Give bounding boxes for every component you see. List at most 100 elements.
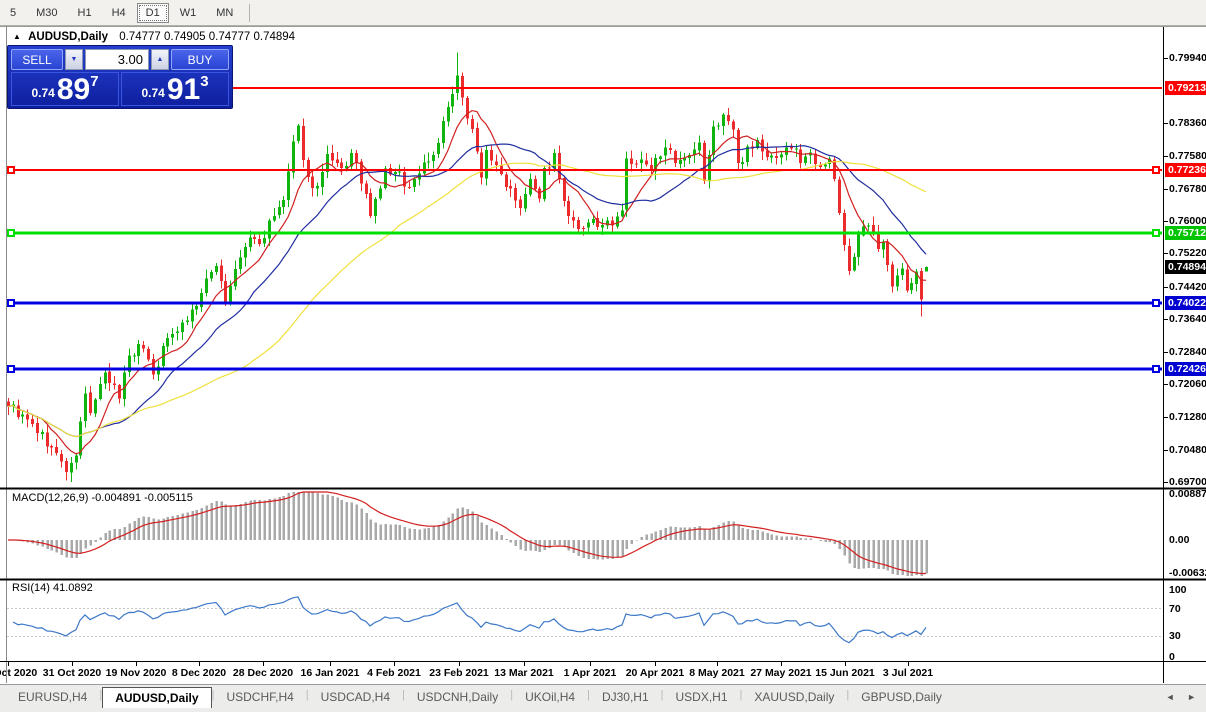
macd-histogram [12,492,928,576]
buy-price-display[interactable]: 0.74 91 3 [121,72,229,106]
tab-separator: | [660,689,664,701]
price-axis-tick: 0.69700 [1169,476,1206,489]
buy-button[interactable]: BUY [171,49,229,70]
macd-signal-line [8,491,926,575]
chart-tab-eurusd-h4[interactable]: EURUSD,H4 [18,690,88,704]
chart-tab-usdchf-h4[interactable]: USDCHF,H4 [226,690,294,704]
tab-scroll-right-icon[interactable]: ► [1187,692,1196,702]
hline-handle[interactable] [1152,229,1160,237]
date-axis-label: 8 Dec 2020 [171,667,227,679]
date-axis-label: 4 Feb 2021 [367,667,421,679]
candlestick-series [7,52,928,483]
hline-handle[interactable] [7,299,15,307]
price-axis-tick: 0.70480 [1169,443,1206,456]
hline-handle[interactable] [7,365,15,373]
date-axis-label: 13 Mar 2021 [494,667,554,679]
chart-tab-usdcad-h4[interactable]: USDCAD,H4 [320,690,390,704]
date-axis-label: 13 Oct 2020 [0,667,38,679]
price-axis-tick: 0.74420 [1169,280,1206,293]
date-axis-label: 15 Jun 2021 [815,667,875,679]
volume-input[interactable]: 3.00 [85,49,149,70]
price-line-badge: 0.72426 [1165,362,1206,377]
date-axis-label: 23 Feb 2021 [429,667,489,679]
sell-price-main: 89 [56,73,91,106]
chart-tab-audusd-daily[interactable]: AUDUSD,Daily [102,687,212,708]
macd-axis-label: 0.00 [1169,534,1190,546]
date-axis-label: 28 Dec 2020 [232,667,294,679]
price-axis-tick: 0.75220 [1169,247,1206,260]
chart-tab-ukoil-h4[interactable]: UKOil,H4 [525,690,576,704]
chart-tab-usdcnh-daily[interactable]: USDCNH,Daily [416,690,499,704]
price-line-badge: 0.74022 [1165,296,1206,310]
timeframe-toolbar: 5 M30 H1 H4 D1 W1 MN [0,0,1206,26]
price-axis-tick: 0.72840 [1169,345,1206,358]
sell-price-pip: 7 [90,73,99,90]
rsi-axis-label: 0 [1169,651,1175,663]
volume-decrease-button[interactable]: ▼ [65,49,83,70]
sell-price-prefix: 0.74 [31,86,55,100]
price-axis-tick: 0.78360 [1169,117,1206,130]
hline-handle[interactable] [1152,365,1160,373]
ma-fast-line [7,109,927,455]
date-axis-label: 8 May 2021 [689,667,745,679]
tab-separator: | [402,689,405,701]
timeframe-button-5[interactable]: 5 [10,6,17,19]
sell-button[interactable]: SELL [11,49,63,70]
price-line-badge: 0.77236 [1165,162,1206,177]
chart-tab-gbpusd-daily[interactable]: GBPUSD,Daily [861,690,942,704]
date-axis-label: 3 Jul 2021 [882,667,934,679]
date-axis-label: 19 Nov 2020 [105,667,167,679]
panel-borders [0,26,1206,683]
price-line-badge: 0.75712 [1165,225,1206,240]
timeframe-button-H1[interactable]: H1 [77,6,92,19]
hline-handle[interactable] [7,166,15,174]
price-axis-tick: 0.79940 [1169,51,1206,64]
collapse-chart-icon[interactable]: ▲ [13,32,21,41]
timeframe-button-H4[interactable]: H4 [111,6,126,19]
chart-tab-usdx-h1[interactable]: USDX,H1 [675,690,728,704]
date-axis-label: 20 Apr 2021 [625,667,685,679]
date-axis-label: 1 Apr 2021 [563,667,617,679]
hline-handle[interactable] [7,229,15,237]
hline-handle[interactable] [1152,299,1160,307]
hline-0.77236[interactable] [7,166,1162,174]
price-axis-tick: 0.71280 [1169,410,1206,423]
tab-separator: | [510,689,514,701]
hline-0.72426[interactable] [7,365,1162,373]
price-axis-tick: 0.76780 [1169,182,1206,195]
price-line-badge: 0.79213 [1165,80,1206,95]
chart-tab-xauusd-daily[interactable]: XAUUSD,Daily [754,690,835,704]
chart-tab-dj30-h1[interactable]: DJ30,H1 [601,690,649,704]
price-axis-tick: 0.77580 [1169,149,1206,162]
timeframe-button-D1[interactable]: D1 [136,2,169,23]
timeframe-button-M30[interactable]: M30 [36,6,58,19]
one-click-trading-panel: SELL ▼ 3.00 ▲ BUY 0.74 89 7 0.74 91 3 [7,45,233,109]
hline-0.75712[interactable] [7,229,1162,237]
hline-0.74022[interactable] [7,299,1162,307]
price-line-badge: 0.74894 [1165,259,1206,274]
buy-price-pip: 3 [200,73,209,90]
tab-separator: | [211,689,215,701]
hline-handle[interactable] [1152,166,1160,174]
date-axis-label: 31 Oct 2020 [42,667,102,679]
tab-separator: | [587,689,590,701]
buy-price-main: 91 [166,73,201,106]
tab-scroll-left-icon[interactable]: ◄ [1165,692,1175,702]
timeframe-button-MN[interactable]: MN [216,6,234,19]
chart-title: ▲ AUDUSD,Daily 0.74777 0.74905 0.74777 0… [13,31,295,43]
toolbar-separator [249,3,251,22]
date-axis-label: 16 Jan 2021 [300,667,360,679]
volume-increase-button[interactable]: ▲ [151,49,169,70]
tab-separator: | [846,689,850,701]
tab-separator: | [305,689,309,701]
buy-price-prefix: 0.74 [141,86,165,100]
tab-scroll-arrows: ◄ ► [1156,692,1196,702]
rsi-level-lines [7,608,1162,637]
rsi-axis-label: 30 [1169,630,1181,642]
date-axis-label: 27 May 2021 [750,667,812,679]
tab-separator: | [99,689,103,701]
sell-price-display[interactable]: 0.74 89 7 [11,72,119,106]
timeframe-button-W1[interactable]: W1 [179,6,197,19]
